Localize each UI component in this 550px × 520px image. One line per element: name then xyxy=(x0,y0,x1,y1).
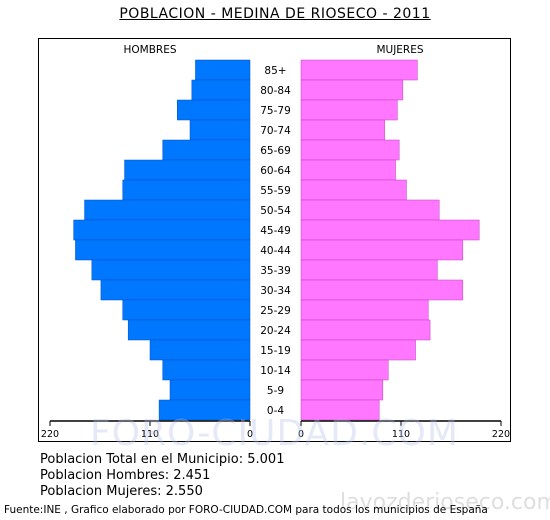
bar-mujeres-25-29 xyxy=(300,299,429,321)
age-label-75-79: 75-79 xyxy=(260,105,291,117)
bar-hombres-45-49 xyxy=(73,219,251,241)
bar-hombres-5-9 xyxy=(169,379,251,401)
bar-mujeres-50-54 xyxy=(300,199,440,221)
bar-mujeres-20-24 xyxy=(300,319,431,341)
bar-mujeres-15-19 xyxy=(300,339,416,361)
total-population: Poblacion Total en el Municipio: 5.001 xyxy=(40,452,285,467)
age-label-70-74: 70-74 xyxy=(260,125,291,137)
header-hombres: HOMBRES xyxy=(123,44,176,56)
age-label-25-29: 25-29 xyxy=(260,305,291,317)
bar-hombres-20-24 xyxy=(127,319,251,341)
bar-mujeres-60-64 xyxy=(300,159,396,181)
bar-mujeres-80-84 xyxy=(300,79,404,101)
bar-hombres-35-39 xyxy=(91,259,251,281)
watermark-foro-ciudad: FORO-CIUDAD.COM xyxy=(90,413,459,454)
tick-label-left-220: 220 xyxy=(41,429,59,440)
bar-mujeres-65-69 xyxy=(300,139,400,161)
age-label-30-34: 30-34 xyxy=(260,285,291,297)
bar-mujeres-0-4 xyxy=(300,399,380,421)
source-note: Fuente:INE , Grafico elaborado por FORO-… xyxy=(4,504,488,516)
bar-hombres-40-44 xyxy=(75,239,251,261)
bar-hombres-15-19 xyxy=(149,339,251,361)
age-label-40-44: 40-44 xyxy=(260,245,291,257)
bar-hombres-65-69 xyxy=(162,139,251,161)
bar-hombres-55-59 xyxy=(122,179,251,201)
age-label-20-24: 20-24 xyxy=(260,325,291,337)
bar-hombres-50-54 xyxy=(84,199,251,221)
bar-hombres-0-4 xyxy=(158,399,251,421)
chart-title: POBLACION - MEDINA DE RIOSECO - 2011 xyxy=(119,6,431,22)
bar-mujeres-5-9 xyxy=(300,379,384,401)
bar-hombres-70-74 xyxy=(189,119,251,141)
bar-hombres-30-34 xyxy=(100,279,251,301)
bar-mujeres-10-14 xyxy=(300,359,389,381)
female-population: Poblacion Mujeres: 2.550 xyxy=(40,484,203,499)
age-label-65-69: 65-69 xyxy=(260,145,291,157)
bar-mujeres-85+ xyxy=(300,59,418,81)
bar-mujeres-75-79 xyxy=(300,99,398,121)
bar-hombres-10-14 xyxy=(162,359,251,381)
age-label-10-14: 10-14 xyxy=(260,365,291,377)
age-label-45-49: 45-49 xyxy=(260,225,291,237)
age-label-55-59: 55-59 xyxy=(260,185,291,197)
header-mujeres: MUJERES xyxy=(376,44,423,56)
age-label-5-9: 5-9 xyxy=(267,385,284,397)
tick-label-right-220: 220 xyxy=(492,429,510,440)
age-label-80-84: 80-84 xyxy=(260,85,291,97)
bar-mujeres-70-74 xyxy=(300,119,385,141)
bar-mujeres-30-34 xyxy=(300,279,464,301)
tick-label-left-110: 110 xyxy=(141,429,159,440)
age-label-85+: 85+ xyxy=(264,65,286,77)
bar-hombres-85+ xyxy=(195,59,251,81)
bar-hombres-60-64 xyxy=(124,159,251,181)
age-label-60-64: 60-64 xyxy=(260,165,291,177)
age-label-0-4: 0-4 xyxy=(267,405,284,417)
bar-mujeres-35-39 xyxy=(300,259,438,281)
watermark-lavozderioseco: lavozderioseco.com xyxy=(340,490,550,515)
age-label-50-54: 50-54 xyxy=(260,205,291,217)
bar-mujeres-45-49 xyxy=(300,219,480,241)
age-label-15-19: 15-19 xyxy=(260,345,291,357)
bar-hombres-75-79 xyxy=(177,99,251,121)
tick-label-right-110: 110 xyxy=(392,429,410,440)
bar-hombres-80-84 xyxy=(191,79,251,101)
bar-mujeres-40-44 xyxy=(300,239,464,261)
tick-label-left-0: 0 xyxy=(247,429,253,440)
bar-hombres-25-29 xyxy=(122,299,251,321)
male-population: Poblacion Hombres: 2.451 xyxy=(40,468,211,483)
tick-label-right-0: 0 xyxy=(298,429,304,440)
age-label-35-39: 35-39 xyxy=(260,265,291,277)
bar-mujeres-55-59 xyxy=(300,179,407,201)
